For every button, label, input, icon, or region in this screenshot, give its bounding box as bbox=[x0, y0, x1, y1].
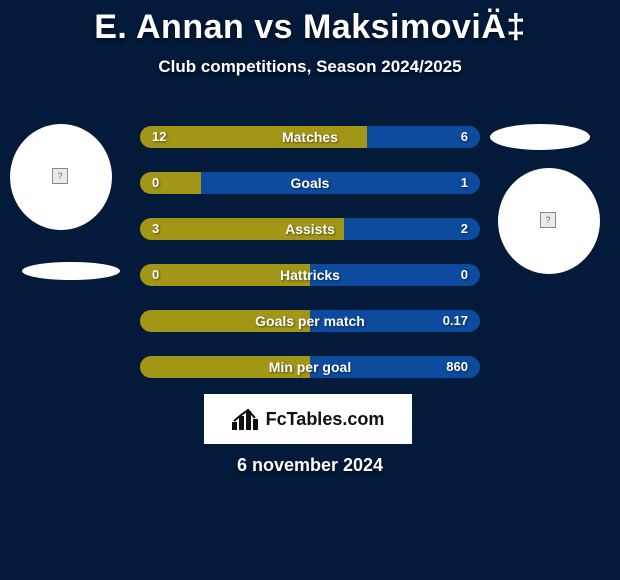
stat-bar: 126Matches bbox=[140, 126, 480, 148]
stat-name: Goals bbox=[140, 172, 480, 194]
stat-bars: 126Matches 01Goals 32Assists 00Hattricks 0.1… bbox=[140, 126, 480, 402]
missing-image-icon: ? bbox=[540, 212, 556, 228]
brand-text: FcTables.com bbox=[266, 409, 385, 430]
brand-box: FcTables.com bbox=[204, 394, 412, 444]
stat-name: Hattricks bbox=[140, 264, 480, 286]
stat-name: Assists bbox=[140, 218, 480, 240]
missing-image-icon: ? bbox=[52, 168, 68, 184]
page-title: E. Annan vs MaksimoviÄ‡ bbox=[0, 0, 620, 47]
date-label: 6 november 2024 bbox=[0, 455, 620, 476]
bars-icon bbox=[232, 408, 260, 430]
player-right-avatar: ? bbox=[498, 168, 600, 274]
stat-bar: 32Assists bbox=[140, 218, 480, 240]
stat-bar: 0.17Goals per match bbox=[140, 310, 480, 332]
stat-bar: 01Goals bbox=[140, 172, 480, 194]
player-left-avatar: ? bbox=[10, 124, 112, 230]
stat-card: E. Annan vs MaksimoviÄ‡ Club competition… bbox=[0, 0, 620, 580]
player-right-ellipse bbox=[490, 124, 590, 150]
stat-name: Matches bbox=[140, 126, 480, 148]
stat-name: Min per goal bbox=[140, 356, 480, 378]
stat-bar: 860Min per goal bbox=[140, 356, 480, 378]
stat-name: Goals per match bbox=[140, 310, 480, 332]
subtitle: Club competitions, Season 2024/2025 bbox=[0, 57, 620, 77]
player-left-ellipse bbox=[22, 262, 120, 280]
stat-bar: 00Hattricks bbox=[140, 264, 480, 286]
